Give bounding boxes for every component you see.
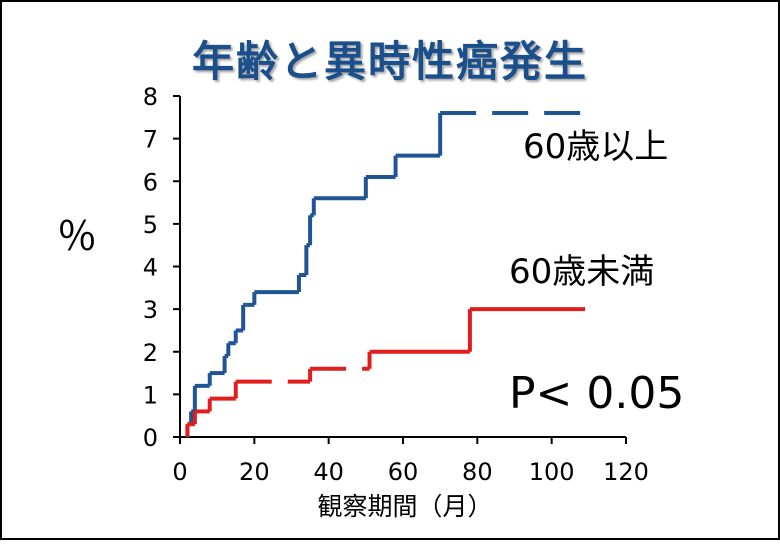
y-tick-label: 2 [143,339,158,367]
chart-title: 年齢と異時性癌発生 [191,37,588,86]
legend-series-2: 60歳未満 [509,252,654,292]
x-tick-label: 120 [603,458,649,486]
x-tick-label: 40 [313,458,344,486]
x-tick-label: 20 [239,458,270,486]
x-tick-label: 60 [388,458,419,486]
x-ticks: 0 20 40 60 80 100 120 [172,437,649,486]
axes: 0 20 40 60 80 100 120 0 1 2 3 4 5 6 7 8 [143,83,649,486]
p-value-annotation: P< 0.05 [509,368,684,419]
y-tick-label: 3 [143,296,158,324]
y-tick-label: 0 [143,424,158,452]
legend-series-1: 60歳以上 [523,127,668,167]
series-layer [185,111,586,437]
y-ticks: 0 1 2 3 4 5 6 7 8 [143,83,180,452]
y-tick-label: 1 [143,381,158,409]
x-tick-label: 0 [172,458,187,486]
x-axis-label: 観察期間（月） [317,492,492,521]
series-2 [185,307,586,437]
y-tick-label: 8 [143,83,158,111]
y-tick-label: 6 [143,168,158,196]
y-axis-label: ％ [57,214,97,260]
y-tick-label: 5 [143,211,158,239]
y-tick-label: 4 [143,254,158,282]
series-1 [185,111,586,437]
x-tick-label: 100 [529,458,575,486]
x-tick-label: 80 [462,458,493,486]
y-tick-label: 7 [143,126,158,154]
